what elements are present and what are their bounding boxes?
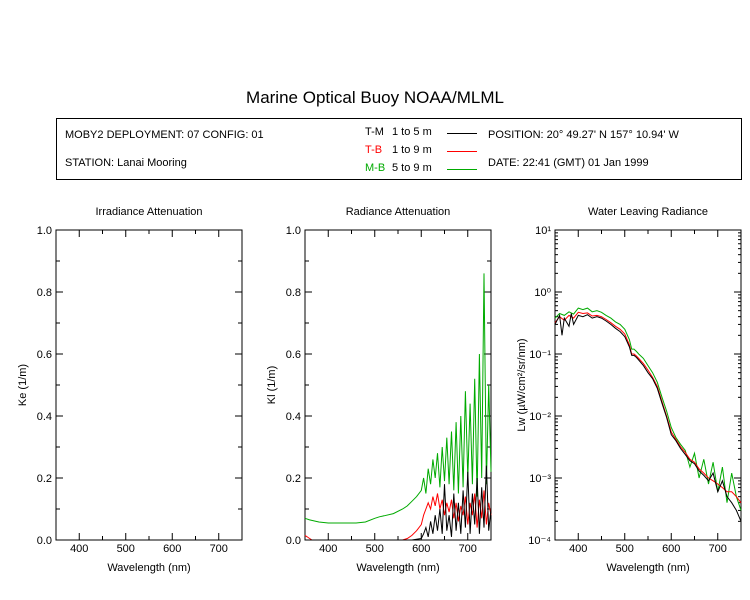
- info-box: MOBY2 DEPLOYMENT: 07 CONFIG: 01 STATION:…: [56, 118, 742, 180]
- y-tick-label: 0.0: [286, 535, 301, 547]
- series-line-m-b: [304, 273, 492, 524]
- position-text: POSITION: 20° 49.27' N 157° 10.94' W: [488, 129, 679, 141]
- y-tick-label: 0.2: [37, 473, 52, 485]
- legend-line-tb: [447, 151, 477, 152]
- y-axis-label: Ke (1/m): [17, 364, 29, 406]
- x-tick-label: 400: [569, 543, 587, 555]
- panel-title: Irradiance Attenuation: [95, 206, 202, 218]
- series-line-t-m: [554, 313, 742, 522]
- panel-title: Water Leaving Radiance: [588, 206, 708, 218]
- x-axis-label: Wavelength (nm): [606, 562, 689, 574]
- legend-code-mb: M-B: [365, 162, 386, 174]
- date-text: DATE: 22:41 (GMT) 01 Jan 1999: [488, 157, 649, 169]
- x-tick-label: 400: [70, 543, 88, 555]
- y-tick-label: 0.6: [37, 349, 52, 361]
- legend-range-tb: 1 to 9 m: [392, 144, 432, 156]
- y-axis-label: Lw (µW/cm²/sr/nm): [516, 338, 528, 431]
- y-tick-label: 10⁻³: [529, 473, 551, 485]
- x-tick-label: 500: [117, 543, 135, 555]
- x-tick-label: 500: [616, 543, 634, 555]
- plot-frame: [554, 229, 742, 541]
- x-tick-label: 600: [163, 543, 181, 555]
- y-tick-label: 0.0: [37, 535, 52, 547]
- legend-line-tm: [447, 133, 477, 134]
- legend-code-tm: T-M: [365, 126, 384, 138]
- x-tick-label: 500: [366, 543, 384, 555]
- plot-frame: [55, 229, 243, 541]
- y-tick-label: 0.2: [286, 473, 301, 485]
- y-tick-label: 0.8: [37, 287, 52, 299]
- y-tick-label: 10⁻¹: [529, 349, 551, 361]
- y-tick-label: 0.8: [286, 287, 301, 299]
- legend-range-tm: 1 to 5 m: [392, 126, 432, 138]
- legend-line-mb: [447, 169, 477, 170]
- y-tick-label: 1.0: [286, 225, 301, 237]
- x-tick-label: 400: [319, 543, 337, 555]
- series-line-t-b: [554, 311, 742, 504]
- x-tick-label: 700: [210, 543, 228, 555]
- y-tick-label: 10¹: [535, 225, 551, 237]
- y-tick-label: 10⁻⁴: [528, 535, 551, 547]
- series-line-t-m: [305, 465, 492, 541]
- x-axis-label: Wavelength (nm): [356, 562, 439, 574]
- chart-title: Marine Optical Buoy NOAA/MLML: [246, 88, 504, 107]
- series-line-m-b: [554, 307, 742, 511]
- y-tick-label: 10⁰: [534, 287, 551, 299]
- panel-title: Radiance Attenuation: [346, 206, 451, 218]
- y-tick-label: 1.0: [37, 225, 52, 237]
- deployment-text: MOBY2 DEPLOYMENT: 07 CONFIG: 01: [65, 129, 264, 141]
- y-tick-label: 10⁻²: [529, 411, 551, 423]
- x-axis-label: Wavelength (nm): [107, 562, 190, 574]
- x-tick-label: 700: [459, 543, 477, 555]
- station-text: STATION: Lanai Mooring: [65, 157, 187, 169]
- x-tick-label: 600: [412, 543, 430, 555]
- legend-range-mb: 5 to 9 m: [392, 162, 432, 174]
- y-axis-label: Kl (1/m): [266, 366, 278, 405]
- y-tick-label: 0.4: [37, 411, 52, 423]
- legend-code-tb: T-B: [365, 144, 383, 156]
- y-tick-label: 0.4: [286, 411, 301, 423]
- x-tick-label: 700: [709, 543, 727, 555]
- y-tick-label: 0.6: [286, 349, 301, 361]
- x-tick-label: 600: [662, 543, 680, 555]
